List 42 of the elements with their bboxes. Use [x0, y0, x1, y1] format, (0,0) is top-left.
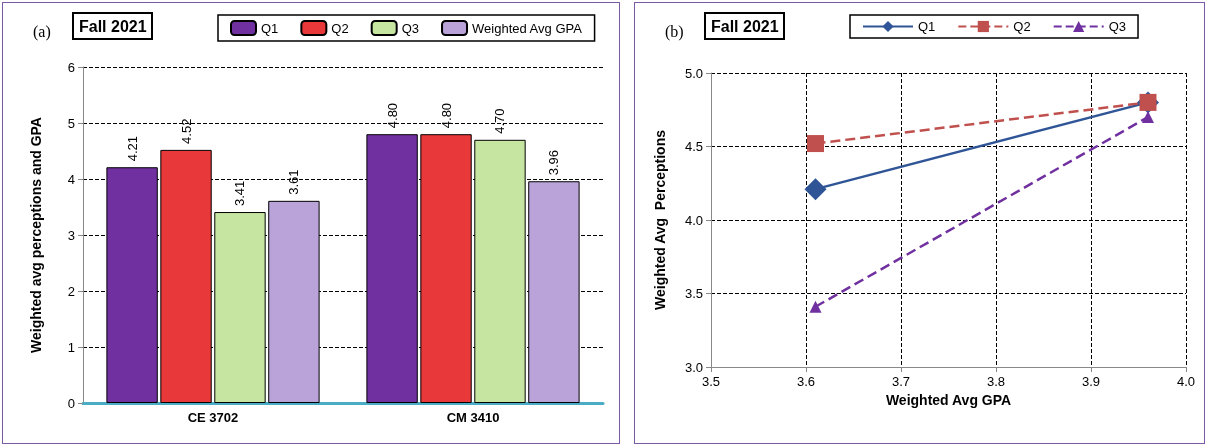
data-label: 4.21: [124, 135, 140, 162]
x-tick-label: CE 3702: [187, 410, 239, 425]
y-tick-label: 3.5: [684, 286, 703, 301]
legend-label: Q2: [1013, 19, 1031, 34]
legend-label: Q3: [1108, 19, 1127, 34]
data-label: 3.61: [286, 169, 302, 195]
legend-label: Weighted Avg GPA: [472, 20, 583, 36]
text: (a): [33, 22, 51, 41]
x-tick-label: 3.9: [1081, 374, 1101, 389]
y-axis-title: Weighted avg perceptions and GPA: [28, 117, 44, 353]
x-tick-label: 3.7: [891, 374, 911, 389]
data-label: 4.70: [492, 108, 508, 134]
x-tick-label: 4.0: [1176, 374, 1196, 389]
x-tick-label: 3.6: [796, 374, 816, 389]
y-tick-label: 2: [67, 283, 75, 299]
y-tick-label: 5: [67, 115, 75, 131]
x-tick-label: CM 3410: [446, 410, 500, 425]
y-tick-label: 3.0: [684, 359, 703, 375]
x-tick-label: 3.5: [701, 374, 721, 389]
y-tick-label: 0: [67, 395, 75, 411]
data-label: 3.41: [232, 180, 248, 207]
x-axis-title: Weighted Avg GPA: [885, 392, 1012, 408]
y-tick-label: 4.0: [684, 212, 703, 228]
y-tick-label: 1: [67, 339, 75, 355]
data-label: 3.96: [546, 149, 562, 176]
y-tick-label: 4: [67, 171, 75, 187]
y-tick-label: 3: [67, 227, 75, 243]
legend-label: Q3: [401, 20, 420, 36]
y-tick-label: 6: [67, 59, 75, 75]
y-tick-label: 4.5: [684, 139, 703, 154]
point: [804, 178, 827, 201]
y-tick-label: 5.0: [684, 65, 703, 81]
legend-label: Q1: [261, 20, 279, 36]
data-label: 4.52: [178, 118, 194, 144]
legend-label: Q2: [331, 20, 349, 36]
chart-title: Fall 2021: [79, 17, 147, 35]
legend-label: Q1: [918, 19, 936, 34]
point: [807, 135, 824, 153]
x-tick-label: 3.8: [986, 374, 1006, 389]
chart-title: Fall 2021: [711, 17, 779, 35]
y-axis-title: Weighted Avg Perceptions: [652, 129, 668, 310]
text: (b): [665, 22, 684, 41]
